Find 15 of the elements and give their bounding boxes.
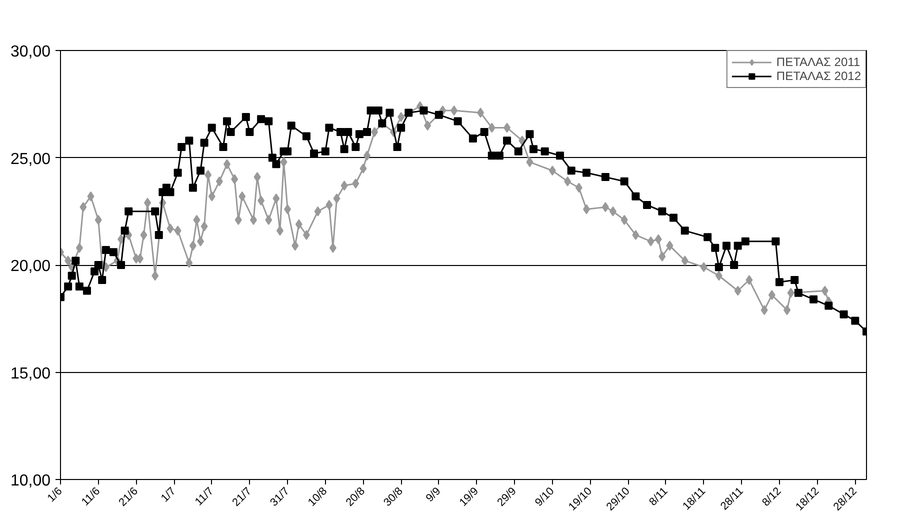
legend-label: ΠΕΤΑΛΑΣ 2011	[776, 55, 860, 69]
x-tick-label: 9/10	[533, 485, 557, 509]
x-tick-label: 30/8	[382, 485, 406, 509]
x-tick-label: 10/8	[306, 485, 330, 509]
x-tick-label: 19/9	[457, 485, 481, 509]
y-tick-label: 25,00	[10, 150, 51, 168]
x-tick-label: 8/12	[760, 485, 784, 509]
x-tick-label: 8/11	[647, 485, 670, 508]
x-tick-label: 1/7	[158, 485, 178, 505]
x-tick-label: 11/6	[80, 485, 103, 508]
legend-label: ΠΕΤΑΛΑΣ 2012	[776, 69, 861, 83]
y-tick-label: 15,00	[10, 365, 51, 382]
x-tick-label: 9/9	[424, 485, 444, 505]
y-tick-label: 20,00	[10, 258, 51, 275]
y-tick-label: 30,00	[10, 44, 51, 60]
